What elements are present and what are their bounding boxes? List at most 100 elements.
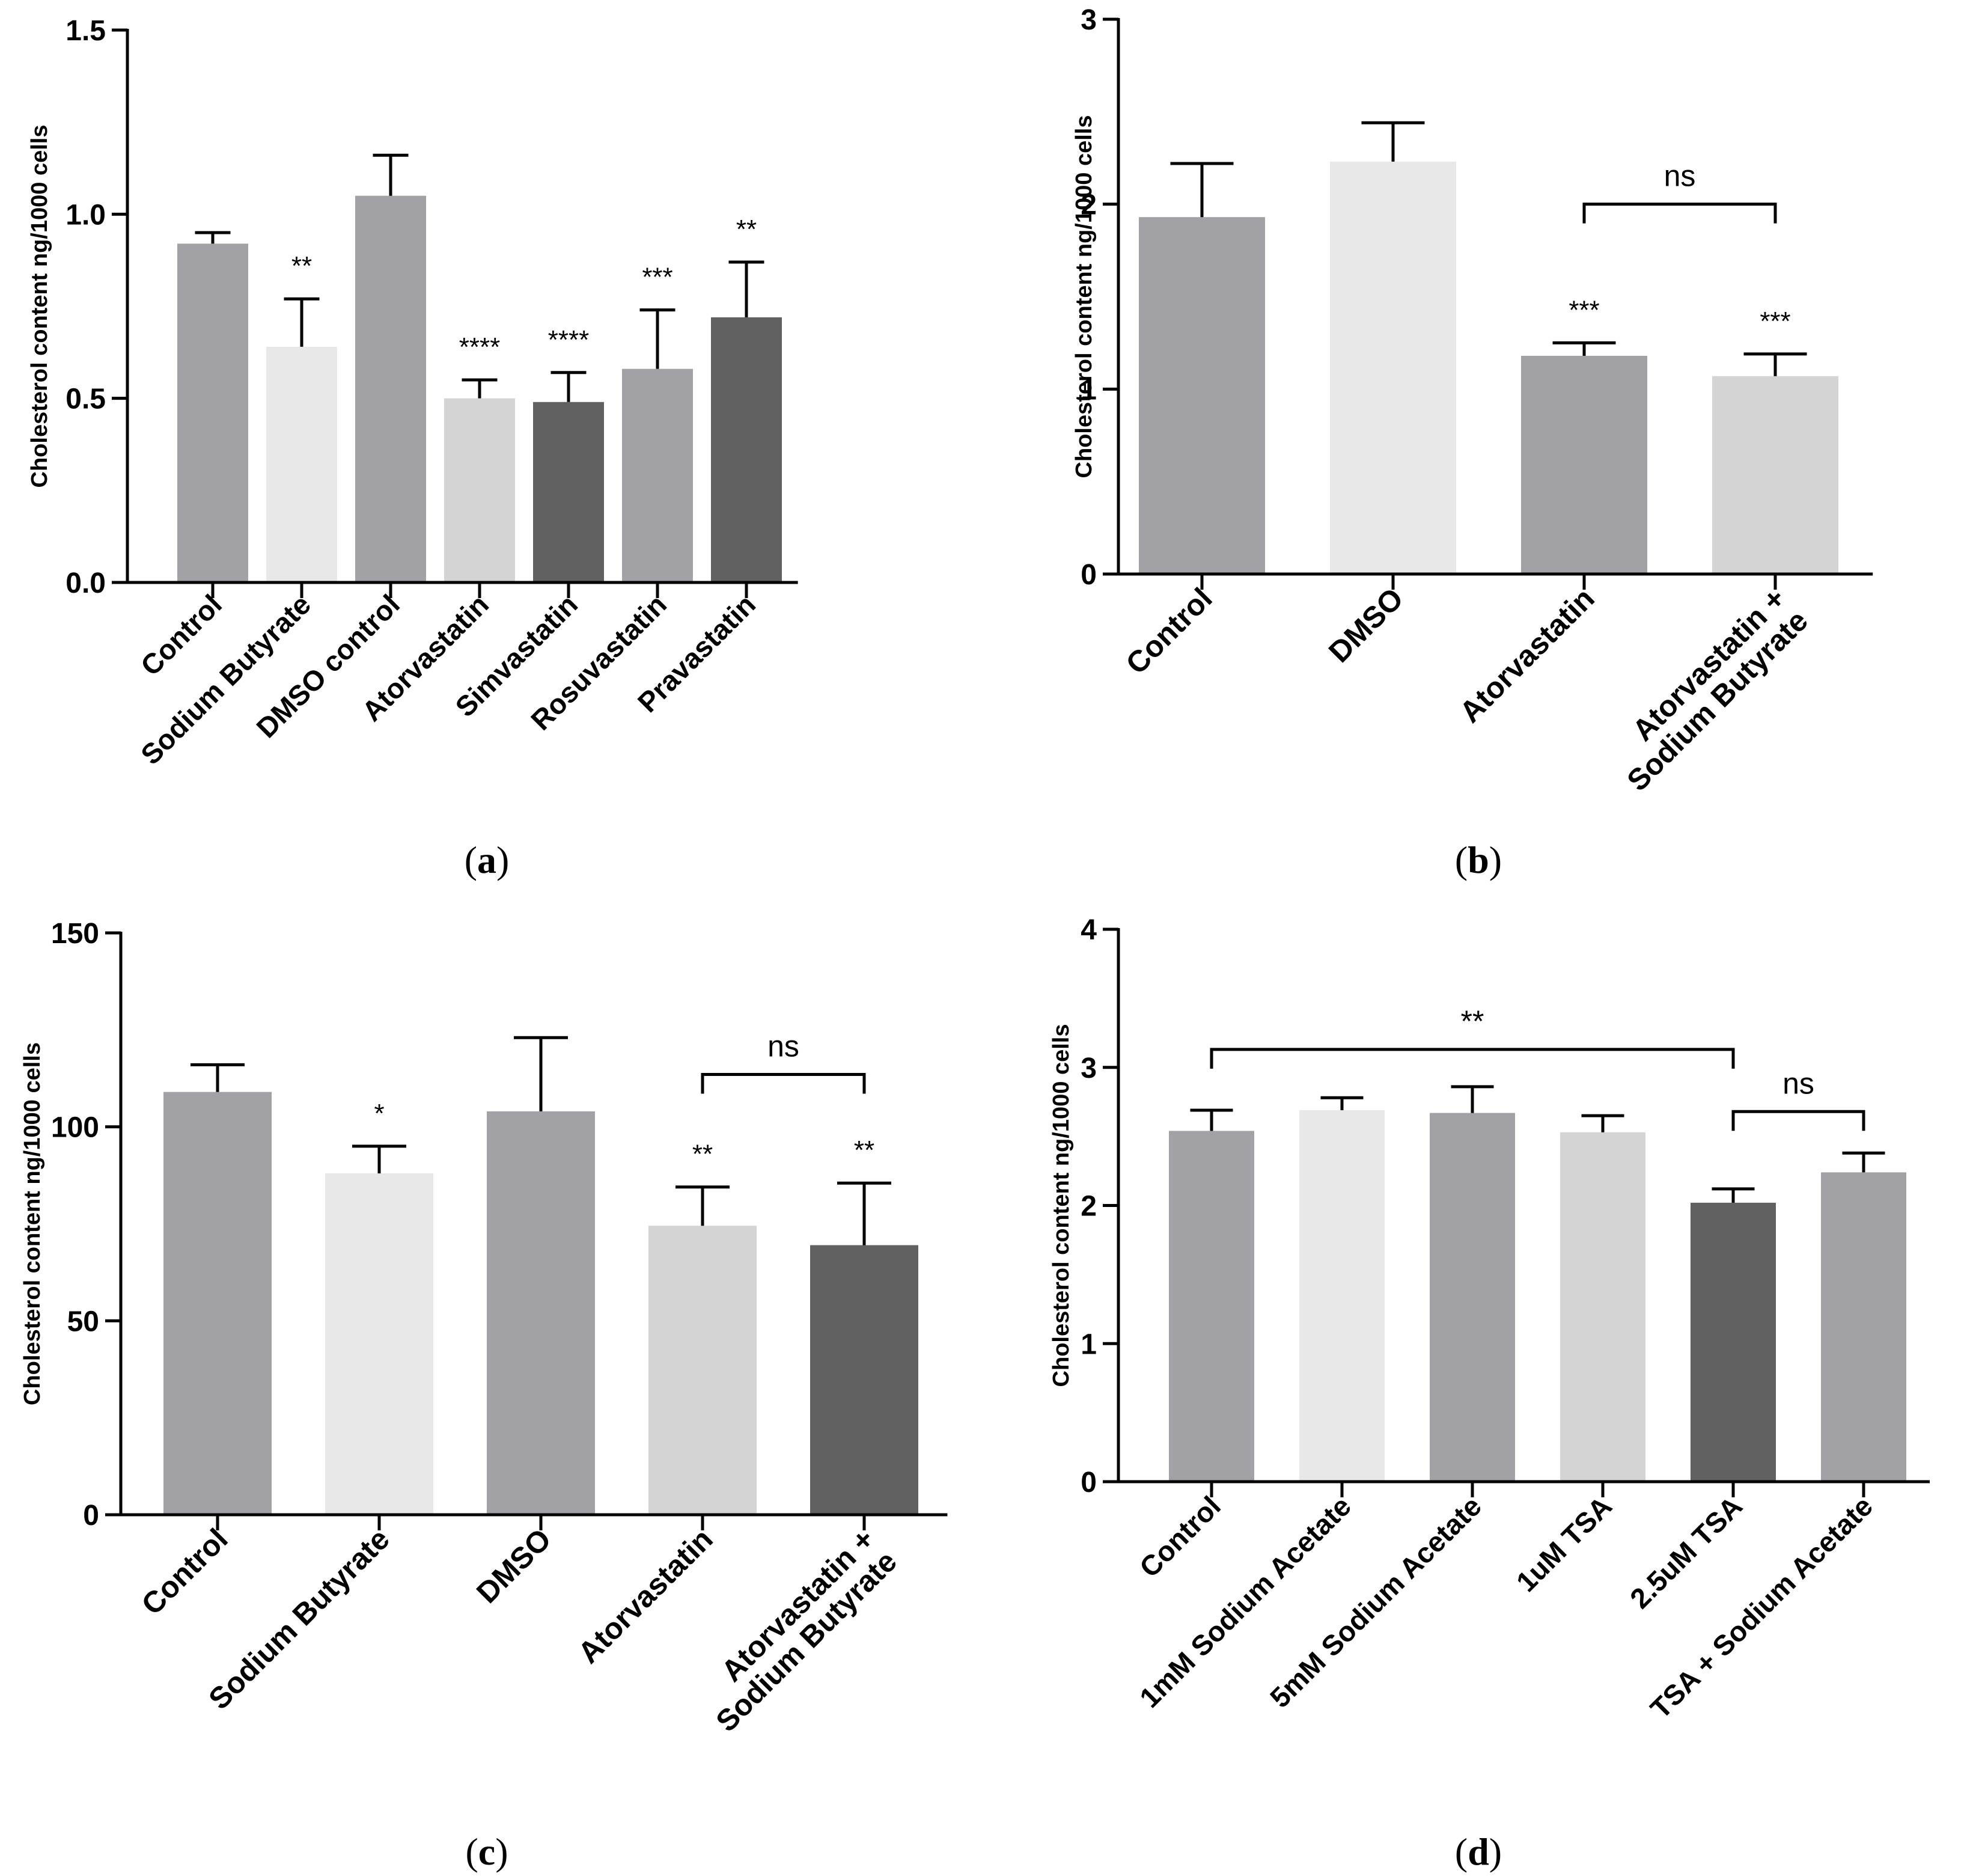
caption-b: (b) [1455, 839, 1502, 881]
x-tick-label-line: 1mM Sodium Acetate [1133, 1490, 1357, 1714]
x-tick-label: 5mM Sodium Acetate [1264, 1490, 1487, 1714]
y-tick-label: 1 [1081, 374, 1097, 406]
comparison-bracket [1582, 203, 1777, 224]
caption-a: (a) [465, 839, 510, 881]
bar [266, 346, 337, 582]
bracket-label: ns [1664, 159, 1696, 193]
panel-b: 0 1 2 3 Cholesterol content ng/1000 cells Con… [1072, 4, 1873, 798]
significance-label: ** [692, 1140, 713, 1169]
y-tick-label: 0.0 [66, 567, 106, 599]
panel-d: 0 1 2 3 4 Cholesterol content ng/1000 cells Co… [1049, 914, 1930, 1725]
bar [711, 317, 782, 582]
y-tick-label: 0.5 [66, 383, 106, 415]
x-tick-label: DMSO [470, 1522, 558, 1610]
y-tick-label: 4 [1081, 914, 1097, 946]
y-tick-label: 3 [1081, 4, 1097, 36]
y-tick-label: 2 [1081, 1191, 1097, 1223]
bar [648, 1226, 757, 1515]
y-tick-label: 1.5 [66, 15, 106, 47]
x-tick-label: Atorvastatin +Sodium Butyrate [1598, 581, 1814, 798]
significance-label: ** [854, 1135, 874, 1165]
bar [1330, 161, 1456, 574]
comparison-bracket [1731, 1110, 1865, 1131]
bar [1139, 217, 1265, 574]
significance-label: **** [548, 325, 590, 355]
y-tick-label: 2 [1081, 189, 1097, 221]
bar [1560, 1132, 1645, 1482]
x-tick-label: Control [135, 1522, 234, 1621]
x-tick-label: Control [134, 588, 228, 682]
bar [533, 402, 604, 582]
x-tick-label: 2.5uM TSA [1624, 1490, 1748, 1615]
caption-c: (c) [465, 1830, 508, 1873]
bar [810, 1245, 918, 1515]
caption-d: (d) [1455, 1830, 1502, 1873]
y-axis-title: Cholesterol content ng/1000 cells [27, 125, 52, 488]
x-tick-label-line: Control [1120, 581, 1219, 680]
x-tick-label-line: DMSO [1322, 581, 1410, 669]
bar [1821, 1172, 1906, 1482]
significance-label: *** [1760, 307, 1790, 336]
bar [163, 1092, 272, 1515]
bar [325, 1173, 433, 1515]
x-tick-label-line: TSA + Sodium Acetate [1644, 1490, 1879, 1725]
y-tick-label: 0 [1081, 1467, 1097, 1499]
significance-label: * [374, 1099, 384, 1128]
significance-label: ** [736, 215, 757, 244]
bar [1299, 1110, 1385, 1482]
panel-c: 0 50 100 150 Cholesterol content ng/1000 cel… [20, 918, 948, 1738]
y-tick-label: 100 [51, 1112, 99, 1144]
bracket-label: ** [1461, 1004, 1484, 1038]
y-axis-title: Cholesterol content ng/1000 cells [1049, 1024, 1074, 1387]
comparison-bracket [701, 1073, 866, 1094]
bar [177, 243, 248, 582]
x-tick-label-line: Atorvastatin [572, 1522, 719, 1670]
x-tick-label-line: Atorvastatin [1453, 581, 1601, 729]
bar [1430, 1113, 1515, 1482]
x-tick-label-line: 2.5uM TSA [1624, 1490, 1748, 1615]
comparison-bracket [1210, 1048, 1735, 1069]
x-tick-label-line: Control [135, 1522, 234, 1621]
y-tick-label: 150 [51, 918, 99, 950]
x-tick-label: Atorvastatin [1453, 581, 1601, 729]
x-tick-label: Sodium Butyrate [202, 1522, 395, 1716]
y-axis-title: Cholesterol content ng/1000 cells [20, 1042, 45, 1405]
bar [1521, 355, 1647, 574]
x-tick-label: Atorvastatin +Sodium Butyrate [687, 1522, 903, 1738]
y-tick-label: 50 [67, 1306, 99, 1337]
y-tick-label: 3 [1081, 1053, 1097, 1084]
significance-label: ** [291, 251, 312, 281]
x-tick-label: Control [1120, 581, 1219, 680]
bar [444, 398, 515, 582]
x-tick-label: 1uM TSA [1510, 1490, 1618, 1598]
y-tick-label: 1 [1081, 1328, 1097, 1360]
y-axis-title: Cholesterol content ng/1000 cells [1072, 115, 1097, 478]
x-tick-label: DMSO [1322, 581, 1410, 669]
x-tick-label-line: Sodium Butyrate [135, 588, 317, 771]
x-tick-label-line: 5mM Sodium Acetate [1264, 1490, 1487, 1714]
bracket-label: ns [1782, 1066, 1814, 1100]
significance-label: *** [1569, 295, 1599, 325]
significance-label: **** [459, 332, 501, 362]
bar [1712, 376, 1838, 574]
x-tick-label: 1mM Sodium Acetate [1133, 1490, 1357, 1714]
x-tick-label: Control [1133, 1490, 1227, 1584]
bar [487, 1111, 595, 1515]
x-tick-label-line: Control [1133, 1490, 1227, 1584]
x-tick-label-line: 1uM TSA [1510, 1490, 1618, 1598]
bar [355, 195, 426, 582]
panel-a: 0.0 0.5 1.0 1.5 Cholesterol content ng/1000 … [27, 15, 798, 771]
x-tick-label-line: Control [134, 588, 228, 682]
x-tick-label: Atorvastatin [572, 1522, 719, 1670]
y-tick-label: 0 [1081, 559, 1097, 591]
x-tick-label: Sodium Butyrate [135, 588, 317, 771]
bar [1169, 1131, 1254, 1482]
x-tick-label: TSA + Sodium Acetate [1644, 1490, 1879, 1725]
bracket-label: ns [767, 1030, 799, 1063]
y-tick-label: 0 [83, 1500, 99, 1532]
bar [1691, 1202, 1776, 1482]
bar [622, 368, 693, 582]
significance-label: *** [642, 263, 672, 292]
x-tick-label-line: Sodium Butyrate [202, 1522, 395, 1716]
